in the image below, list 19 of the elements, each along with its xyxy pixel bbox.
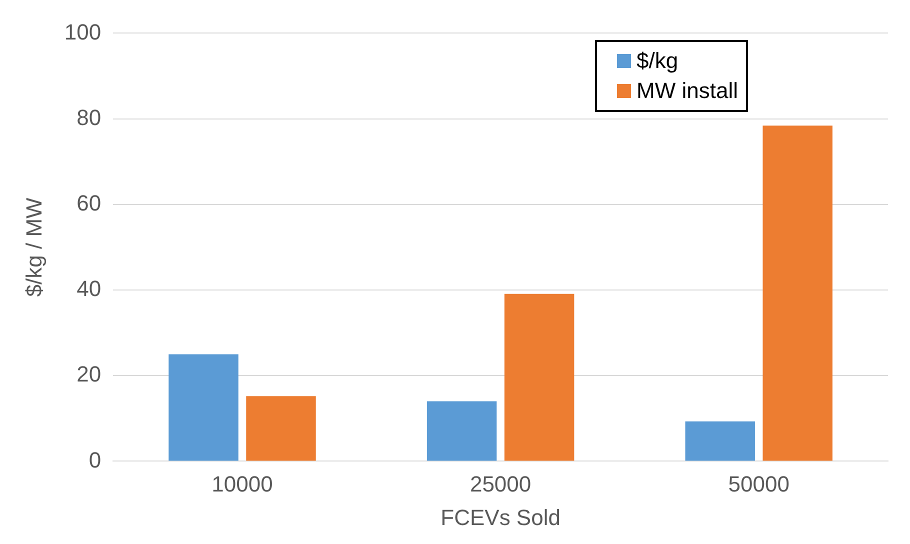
y-tick-label: 40 (76, 276, 102, 302)
bar (504, 294, 574, 461)
y-tick-label: 100 (64, 19, 102, 44)
bar (762, 126, 832, 461)
y-tick-label: 60 (76, 190, 102, 216)
bar (246, 396, 316, 461)
y-axis-title: $/kg / MW (21, 197, 46, 297)
bar (426, 401, 497, 461)
bar (685, 421, 755, 461)
x-tick-label: 10000 (212, 471, 273, 496)
legend-label: $/kg (636, 47, 678, 75)
y-tick-label: 20 (76, 362, 102, 387)
x-tick-label: 25000 (470, 471, 532, 496)
x-tick-label: 50000 (728, 471, 790, 496)
y-tick-label: 80 (76, 104, 102, 130)
legend-label: MW install (636, 77, 738, 105)
bar (168, 354, 238, 461)
y-tick-label: 0 (88, 447, 102, 472)
x-axis-title: FCEVs Sold (440, 504, 560, 530)
